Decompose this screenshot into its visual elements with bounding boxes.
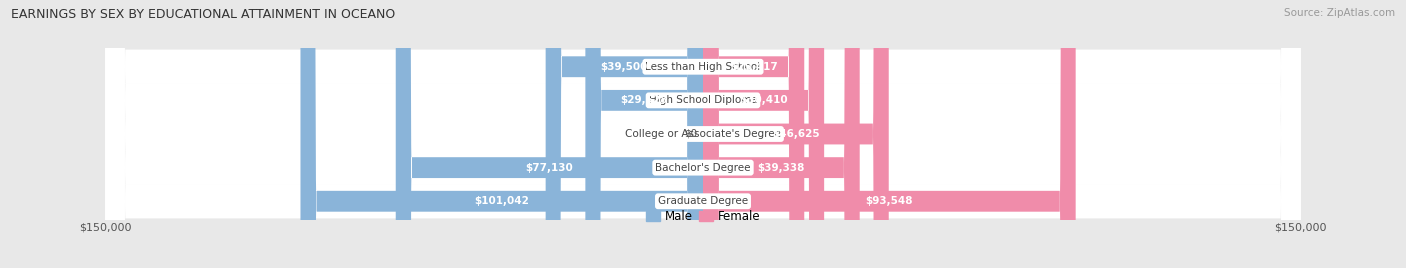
Legend: Male, Female: Male, Female	[641, 205, 765, 228]
Text: $46,625: $46,625	[772, 129, 820, 139]
FancyBboxPatch shape	[703, 0, 889, 268]
FancyBboxPatch shape	[105, 0, 1301, 268]
Text: $93,548: $93,548	[866, 196, 912, 206]
Text: $0: $0	[683, 129, 697, 139]
Text: EARNINGS BY SEX BY EDUCATIONAL ATTAINMENT IN OCEANO: EARNINGS BY SEX BY EDUCATIONAL ATTAINMEN…	[11, 8, 395, 21]
FancyBboxPatch shape	[585, 0, 703, 268]
FancyBboxPatch shape	[703, 0, 824, 268]
Text: $29,528: $29,528	[620, 95, 668, 105]
FancyBboxPatch shape	[105, 0, 1301, 268]
FancyBboxPatch shape	[703, 0, 1076, 268]
Text: $39,338: $39,338	[758, 163, 806, 173]
Text: College or Associate's Degree: College or Associate's Degree	[626, 129, 780, 139]
FancyBboxPatch shape	[703, 0, 859, 268]
FancyBboxPatch shape	[703, 0, 804, 268]
Text: $39,500: $39,500	[600, 62, 648, 72]
FancyBboxPatch shape	[546, 0, 703, 268]
FancyBboxPatch shape	[105, 0, 1301, 268]
Text: Bachelor's Degree: Bachelor's Degree	[655, 163, 751, 173]
FancyBboxPatch shape	[105, 0, 1301, 268]
Text: Source: ZipAtlas.com: Source: ZipAtlas.com	[1284, 8, 1395, 18]
Text: $101,042: $101,042	[474, 196, 529, 206]
Text: Graduate Degree: Graduate Degree	[658, 196, 748, 206]
FancyBboxPatch shape	[301, 0, 703, 268]
Text: High School Diploma: High School Diploma	[648, 95, 758, 105]
FancyBboxPatch shape	[105, 0, 1301, 268]
Text: $77,130: $77,130	[526, 163, 574, 173]
FancyBboxPatch shape	[395, 0, 703, 268]
Text: $25,417: $25,417	[730, 62, 778, 72]
Text: Less than High School: Less than High School	[645, 62, 761, 72]
Text: $30,410: $30,410	[740, 95, 787, 105]
